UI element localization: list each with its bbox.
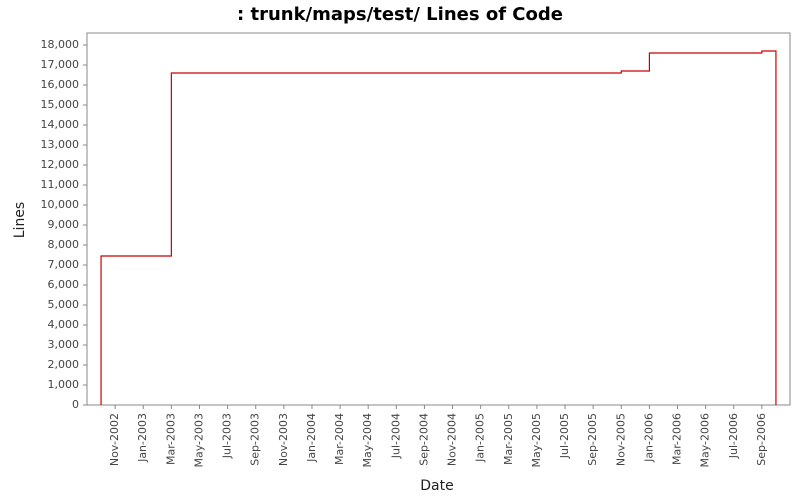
y-tick-label: 0 bbox=[72, 398, 79, 411]
y-tick-label: 16,000 bbox=[41, 78, 80, 91]
x-tick-label: Nov-2005 bbox=[614, 413, 627, 466]
x-tick-label: Mar-2004 bbox=[333, 413, 346, 465]
x-tick-label: May-2005 bbox=[530, 413, 543, 468]
x-tick-label: Nov-2002 bbox=[108, 413, 121, 466]
plot-area bbox=[86, 32, 791, 406]
x-tick-label: Sep-2003 bbox=[249, 413, 262, 466]
y-axis-label: Lines bbox=[12, 202, 28, 238]
y-tick-label: 3,000 bbox=[48, 338, 80, 351]
x-tick-label: Jul-2003 bbox=[221, 413, 234, 459]
y-tick-label: 4,000 bbox=[48, 318, 80, 331]
line-series bbox=[100, 50, 777, 405]
y-tick-label: 18,000 bbox=[41, 38, 80, 51]
y-tick-label: 2,000 bbox=[48, 358, 80, 371]
x-tick-label: Sep-2004 bbox=[417, 413, 430, 466]
y-tick-label: 13,000 bbox=[41, 138, 80, 151]
x-tick-label: Sep-2006 bbox=[755, 413, 768, 466]
x-tick-label: Nov-2003 bbox=[277, 413, 290, 466]
x-tick-label: Jul-2006 bbox=[727, 413, 740, 459]
x-tick-label: Jul-2005 bbox=[558, 413, 571, 459]
x-tick-label: May-2004 bbox=[361, 413, 374, 468]
y-tick-label: 1,000 bbox=[48, 378, 80, 391]
x-tick-label: Jan-2005 bbox=[474, 413, 487, 463]
y-tick-label: 5,000 bbox=[48, 298, 80, 311]
x-tick-label: May-2003 bbox=[192, 413, 205, 468]
y-tick-label: 14,000 bbox=[41, 118, 80, 131]
y-tick-label: 11,000 bbox=[41, 178, 80, 191]
chart-title: : trunk/maps/test/ Lines of Code bbox=[237, 4, 563, 25]
x-tick-label: Mar-2005 bbox=[502, 413, 515, 465]
x-tick-label: Jan-2004 bbox=[305, 413, 318, 463]
y-tick-label: 6,000 bbox=[48, 278, 80, 291]
x-tick-label: Jan-2003 bbox=[136, 413, 149, 463]
x-tick-label: Jan-2006 bbox=[642, 413, 655, 463]
y-tick-label: 9,000 bbox=[48, 218, 80, 231]
x-axis-label: Date bbox=[420, 478, 453, 494]
y-tick-label: 15,000 bbox=[41, 98, 80, 111]
x-tick-label: May-2006 bbox=[699, 413, 712, 468]
y-tick-label: 17,000 bbox=[41, 58, 80, 71]
x-tick-label: Jul-2004 bbox=[389, 413, 402, 459]
x-tick-label: Mar-2003 bbox=[164, 413, 177, 465]
x-tick-label: Nov-2004 bbox=[446, 413, 459, 466]
y-tick-label: 12,000 bbox=[41, 158, 80, 171]
x-tick-label: Mar-2006 bbox=[671, 413, 684, 465]
x-tick-label: Sep-2005 bbox=[586, 413, 599, 466]
y-tick-label: 7,000 bbox=[48, 258, 80, 271]
y-tick-label: 10,000 bbox=[41, 198, 80, 211]
y-tick-label: 8,000 bbox=[48, 238, 80, 251]
